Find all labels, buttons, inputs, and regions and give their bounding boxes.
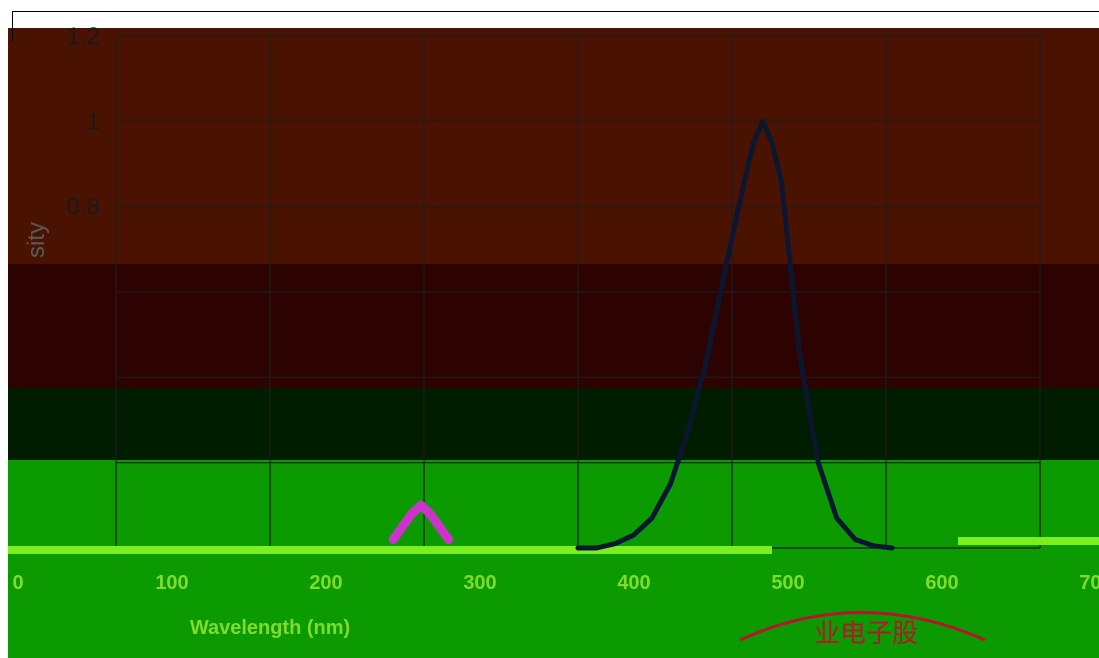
x-tick-label: 400	[617, 572, 650, 594]
x-tick-label: 600	[925, 572, 958, 594]
background-band	[8, 460, 1099, 658]
stamp-arc	[739, 611, 986, 642]
y-tick-label: 1.2	[67, 23, 100, 50]
x-tick-label: 300	[463, 572, 496, 594]
y-axis-title: sity	[23, 222, 50, 258]
x-tick-label: 700	[1079, 572, 1099, 594]
y-tick-label: 0.8	[67, 194, 100, 221]
series-line	[388, 500, 454, 544]
frame-border	[12, 11, 1099, 12]
x-tick-label: 200	[309, 572, 342, 594]
x-axis-title: Wavelength (nm)	[190, 617, 350, 639]
background-band	[8, 264, 1099, 388]
background-band	[8, 28, 1099, 264]
frame-border	[12, 11, 13, 41]
x-tick-label: 500	[771, 572, 804, 594]
y-tick-label: 1	[87, 108, 100, 135]
stamp-text: 业电子股	[814, 619, 918, 649]
x-tick-label: 0	[12, 572, 23, 594]
background-band	[8, 388, 1099, 460]
series-line	[575, 118, 895, 551]
x-tick-label: 100	[155, 572, 188, 594]
